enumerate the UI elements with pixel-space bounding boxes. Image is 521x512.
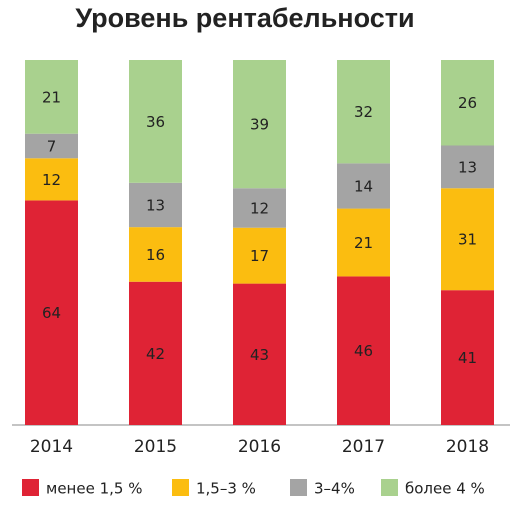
x-tick-label: 2017 xyxy=(342,437,385,457)
value-label: 32 xyxy=(354,103,373,121)
bar-segment xyxy=(233,227,286,284)
legend-swatch xyxy=(22,479,39,496)
bar-segment xyxy=(441,188,494,291)
bar-segment xyxy=(337,60,390,164)
bar-segment xyxy=(233,60,286,189)
value-label: 46 xyxy=(354,342,373,360)
legend-label: более 4 % xyxy=(405,480,485,498)
bar-segment xyxy=(337,208,390,277)
value-label: 13 xyxy=(458,158,477,176)
bar-segment xyxy=(129,281,182,425)
bar-segment xyxy=(129,182,182,228)
bar-segment xyxy=(25,200,78,425)
legend-label: 3–4% xyxy=(314,480,355,498)
x-tick-label: 2018 xyxy=(446,437,489,457)
value-label: 14 xyxy=(354,177,373,195)
x-tick-label: 2016 xyxy=(238,437,281,457)
bar-segment xyxy=(25,60,78,134)
value-label: 12 xyxy=(250,199,269,217)
bar-segment xyxy=(233,188,286,228)
value-label: 26 xyxy=(458,94,477,112)
value-label: 21 xyxy=(42,88,61,106)
bar-segment xyxy=(129,227,182,282)
value-label: 31 xyxy=(458,231,477,249)
bar-segment xyxy=(441,145,494,189)
value-label: 7 xyxy=(47,137,57,155)
bar-segment xyxy=(441,290,494,425)
bar-segment xyxy=(441,60,494,146)
value-label: 39 xyxy=(250,116,269,134)
value-label: 13 xyxy=(146,196,165,214)
value-label: 41 xyxy=(458,349,477,367)
value-label: 43 xyxy=(250,346,269,364)
x-tick-label: 2015 xyxy=(134,437,177,457)
legend-label: менее 1,5 % xyxy=(46,480,142,498)
value-label: 64 xyxy=(42,304,61,322)
x-tick-label: 2014 xyxy=(30,437,73,457)
chart-title: Уровень рентабельности xyxy=(75,3,414,33)
value-label: 36 xyxy=(146,113,165,131)
bar-segment xyxy=(337,276,390,425)
bar-segment xyxy=(129,60,182,183)
bar-segment xyxy=(25,158,78,201)
bar-segment xyxy=(233,283,286,425)
value-label: 42 xyxy=(146,345,165,363)
legend-swatch xyxy=(172,479,189,496)
value-label: 12 xyxy=(42,171,61,189)
legend-label: 1,5–3 % xyxy=(196,480,256,498)
legend-swatch xyxy=(381,479,398,496)
legend-swatch xyxy=(290,479,307,496)
value-label: 16 xyxy=(146,246,165,264)
value-label: 17 xyxy=(250,247,269,265)
value-label: 21 xyxy=(354,234,373,252)
bar-segment xyxy=(337,163,390,209)
bar-segment xyxy=(25,133,78,159)
